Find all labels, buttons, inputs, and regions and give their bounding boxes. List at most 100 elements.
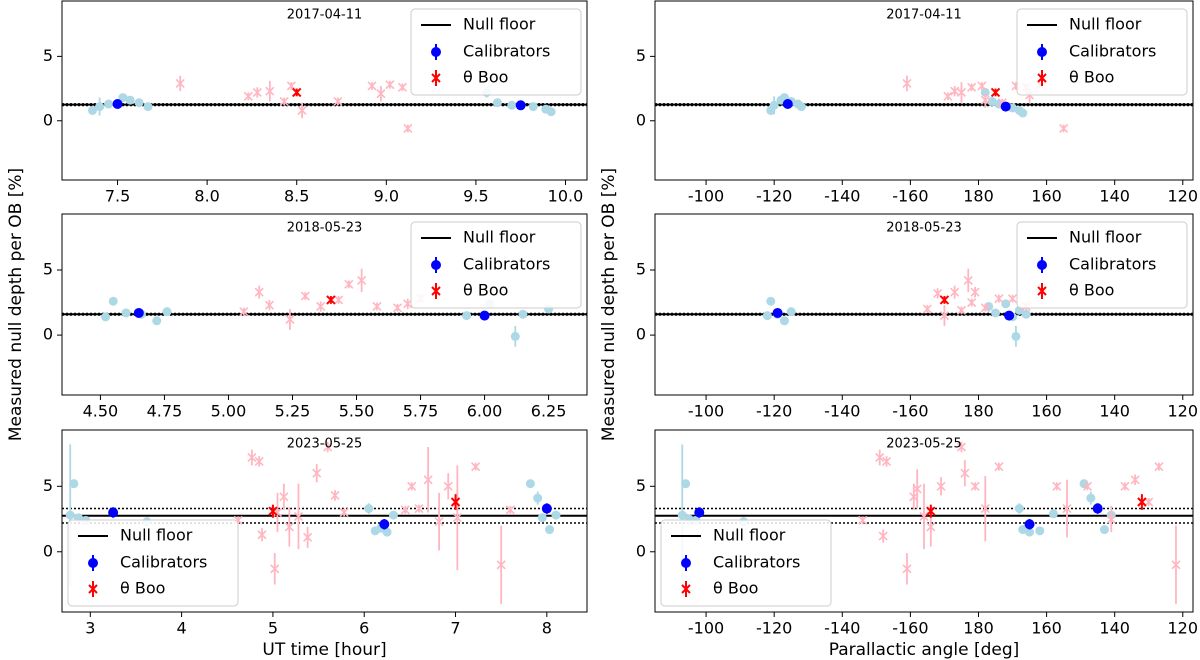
x-tick-label: -100 xyxy=(688,402,724,421)
ob-point xyxy=(407,481,417,491)
mean-point xyxy=(782,99,793,110)
x-tick-label: -160 xyxy=(892,187,928,206)
ob-point xyxy=(912,484,922,494)
x-tick-label: 8.0 xyxy=(194,187,219,206)
ob-point xyxy=(400,505,410,515)
x-tick-label: 9.0 xyxy=(374,187,399,206)
ob-point xyxy=(533,493,543,503)
ob-point xyxy=(121,308,131,318)
legend-label: Calibrators xyxy=(120,553,207,572)
legend: Null floor Calibrators θ Boo xyxy=(660,519,832,607)
mean-point xyxy=(268,506,278,516)
legend-box xyxy=(67,519,239,607)
legend: Null floor Calibrators θ Boo xyxy=(1016,8,1188,96)
ob-point xyxy=(878,531,888,541)
ob-point xyxy=(1018,108,1028,118)
ob-point xyxy=(312,468,322,478)
x-tick-label: -160 xyxy=(892,402,928,421)
x-tick-label: 7.5 xyxy=(105,187,130,206)
ob-point xyxy=(1048,509,1058,519)
x-tick-label: -120 xyxy=(756,619,792,638)
ob-point xyxy=(1018,525,1028,535)
ob-point xyxy=(902,564,912,574)
ob-point xyxy=(376,89,386,99)
ob-point xyxy=(118,93,128,103)
x-tick-label: 5.25 xyxy=(275,402,311,421)
legend-label: Calibrators xyxy=(713,553,800,572)
x-tick-label: 4.75 xyxy=(147,402,183,421)
ob-point xyxy=(367,81,377,91)
legend-label: θ Boo xyxy=(463,281,508,300)
ob-point xyxy=(528,102,538,112)
mean-point xyxy=(515,100,526,111)
mean-point xyxy=(292,87,302,98)
mean-point xyxy=(108,507,119,518)
y-tick-label: 0 xyxy=(43,541,53,560)
ob-point xyxy=(1099,525,1109,535)
legend-label: Null floor xyxy=(713,526,786,545)
mean-point xyxy=(990,87,1001,98)
mean-point xyxy=(1024,519,1035,530)
ob-point xyxy=(284,522,294,532)
panel: -100 -120 -140 -160 180 160 140 120 0 5 2018-05-23… xyxy=(599,168,1198,441)
x-tick-label: 7 xyxy=(450,619,460,638)
x-tick-label: 180 xyxy=(963,402,994,421)
ob-point xyxy=(152,316,162,326)
legend-swatch xyxy=(1037,47,1047,57)
ob-point xyxy=(1106,514,1116,524)
ob-point xyxy=(677,510,687,520)
ob-point xyxy=(382,527,392,537)
ob-point xyxy=(1059,123,1069,134)
mean-point xyxy=(133,307,144,318)
ob-point xyxy=(950,86,960,96)
ob-point xyxy=(1001,299,1011,309)
ob-point xyxy=(344,279,354,289)
ob-point xyxy=(936,481,946,491)
x-tick-label: 180 xyxy=(963,187,994,206)
ob-point xyxy=(175,78,185,88)
x-tick-label: 160 xyxy=(1031,619,1062,638)
ob-point xyxy=(537,513,547,523)
ob-point xyxy=(1062,503,1072,514)
y-tick-label: 5 xyxy=(636,476,646,495)
ob-point xyxy=(293,511,304,521)
x-tick-label: 160 xyxy=(1031,187,1062,206)
mean-point xyxy=(694,507,705,518)
ob-point xyxy=(1021,309,1031,319)
ob-point xyxy=(243,91,253,101)
ob-point xyxy=(471,462,481,472)
ob-point xyxy=(796,102,806,112)
legend-swatch xyxy=(431,260,441,270)
x-tick-label: -120 xyxy=(756,402,792,421)
mean-point xyxy=(772,307,783,318)
ob-point xyxy=(762,311,772,321)
ob-point xyxy=(1086,493,1096,503)
legend-box xyxy=(660,519,832,607)
y-axis-label: Measured null depth per OB [%] xyxy=(6,168,26,441)
ob-point xyxy=(902,78,912,88)
legend-label: Null floor xyxy=(463,228,536,247)
ob-point xyxy=(926,522,936,532)
ob-point xyxy=(977,81,987,91)
legend-label: Calibrators xyxy=(463,42,550,61)
ob-point xyxy=(875,452,885,463)
ob-point xyxy=(372,301,382,312)
y-tick-label: 0 xyxy=(43,110,53,129)
y-tick-label: 5 xyxy=(43,476,53,495)
ob-point xyxy=(967,82,977,92)
ob-point xyxy=(1082,481,1093,491)
x-tick-label: -140 xyxy=(824,187,860,206)
legend-swatch xyxy=(88,558,98,568)
ob-point xyxy=(987,96,997,106)
legend-box xyxy=(410,8,582,96)
ob-point xyxy=(510,331,520,341)
ob-point xyxy=(254,456,264,466)
plot-frame xyxy=(61,0,588,181)
ob-point xyxy=(452,513,462,523)
ob-point xyxy=(546,107,556,117)
ob-point xyxy=(364,504,374,514)
ob-point xyxy=(297,105,307,116)
ob-point xyxy=(1052,481,1062,491)
legend-swatch xyxy=(88,584,98,594)
panel: 4.50 4.75 5.00 5.25 5.50 5.75 6.00 6.25 0 5 2018-0… xyxy=(6,168,588,441)
